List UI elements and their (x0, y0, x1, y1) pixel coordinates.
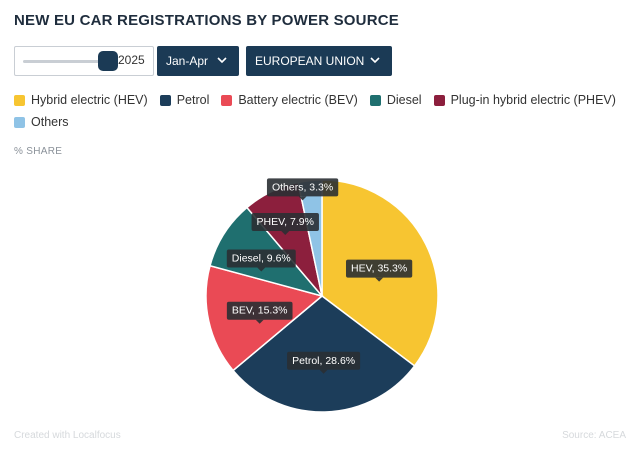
slice-label-box (226, 301, 293, 320)
slice-label-box (251, 212, 319, 231)
legend-item[interactable]: Others (14, 115, 69, 129)
legend-label: Battery electric (BEV) (238, 93, 358, 107)
legend-label: Petrol (176, 93, 210, 107)
slice-data-label: HEV, 35.3% (345, 259, 413, 282)
year-slider-track[interactable] (23, 60, 109, 63)
legend-item[interactable]: Diesel (369, 93, 422, 107)
slice-data-label: Petrol, 28.6% (287, 351, 361, 374)
chart-title: NEW EU CAR REGISTRATIONS BY POWER SOURCE (14, 12, 399, 29)
slice-label-text: Diesel, 9.6% (232, 252, 291, 264)
slice-data-label: BEV, 15.3% (226, 301, 293, 324)
legend-swatch (433, 94, 445, 106)
slice-label-text: PHEV, 7.9% (257, 216, 314, 228)
slice-label-pointer (319, 369, 328, 374)
legend-label: Others (31, 115, 69, 129)
slice-label-box (287, 351, 361, 370)
region-dropdown[interactable]: EUROPEAN UNION (246, 46, 392, 76)
slice-label-pointer (255, 319, 264, 324)
slice-label-pointer (281, 230, 290, 235)
legend-swatch (14, 116, 25, 128)
year-slider[interactable]: 2025 (14, 46, 154, 76)
legend-item[interactable]: Battery electric (BEV) (221, 93, 358, 107)
source-text: Source: ACEA (562, 430, 626, 441)
legend-item[interactable]: Hybrid electric (HEV) (14, 93, 148, 107)
slice-label-pointer (257, 267, 266, 272)
chart-unit-label: % SHARE (14, 146, 63, 157)
slice-label-box (345, 259, 413, 278)
legend-swatch (159, 94, 171, 106)
chevron-down-icon (366, 55, 384, 67)
slice-label-pointer (375, 277, 384, 282)
legend-label: Plug-in hybrid electric (PHEV) (450, 93, 616, 107)
region-dropdown-label: EUROPEAN UNION (255, 54, 365, 68)
slice-data-label: PHEV, 7.9% (251, 212, 319, 235)
slice-label-text: BEV, 15.3% (232, 305, 288, 317)
slice-label-box (226, 249, 296, 268)
slice-data-label: Diesel, 9.6% (226, 249, 296, 272)
legend-swatch (221, 94, 233, 106)
slice-label-text: HEV, 35.3% (351, 263, 407, 275)
chart-legend: Hybrid electric (HEV) Petrol Battery elect… (14, 93, 624, 129)
slice-data-label: Others, 3.3% (266, 178, 339, 201)
chevron-down-icon (213, 55, 231, 67)
period-dropdown[interactable]: Jan-Apr (157, 46, 239, 76)
legend-item[interactable]: Petrol (159, 93, 210, 107)
legend-label: Hybrid electric (HEV) (31, 93, 148, 107)
slice-label-text: Petrol, 28.6% (292, 355, 355, 367)
legend-item[interactable]: Plug-in hybrid electric (PHEV) (433, 93, 616, 107)
period-dropdown-label: Jan-Apr (166, 54, 209, 68)
credit-text: Created with Localfocus (14, 430, 121, 441)
slice-label-box (266, 178, 339, 197)
year-slider-handle[interactable] (97, 51, 118, 71)
legend-label: Diesel (386, 93, 422, 107)
legend-swatch (14, 94, 25, 106)
slice-label-text: Others, 3.3% (272, 181, 333, 193)
legend-swatch (369, 94, 381, 106)
year-value: 2025 (118, 53, 145, 67)
slice-label-pointer (298, 196, 307, 201)
